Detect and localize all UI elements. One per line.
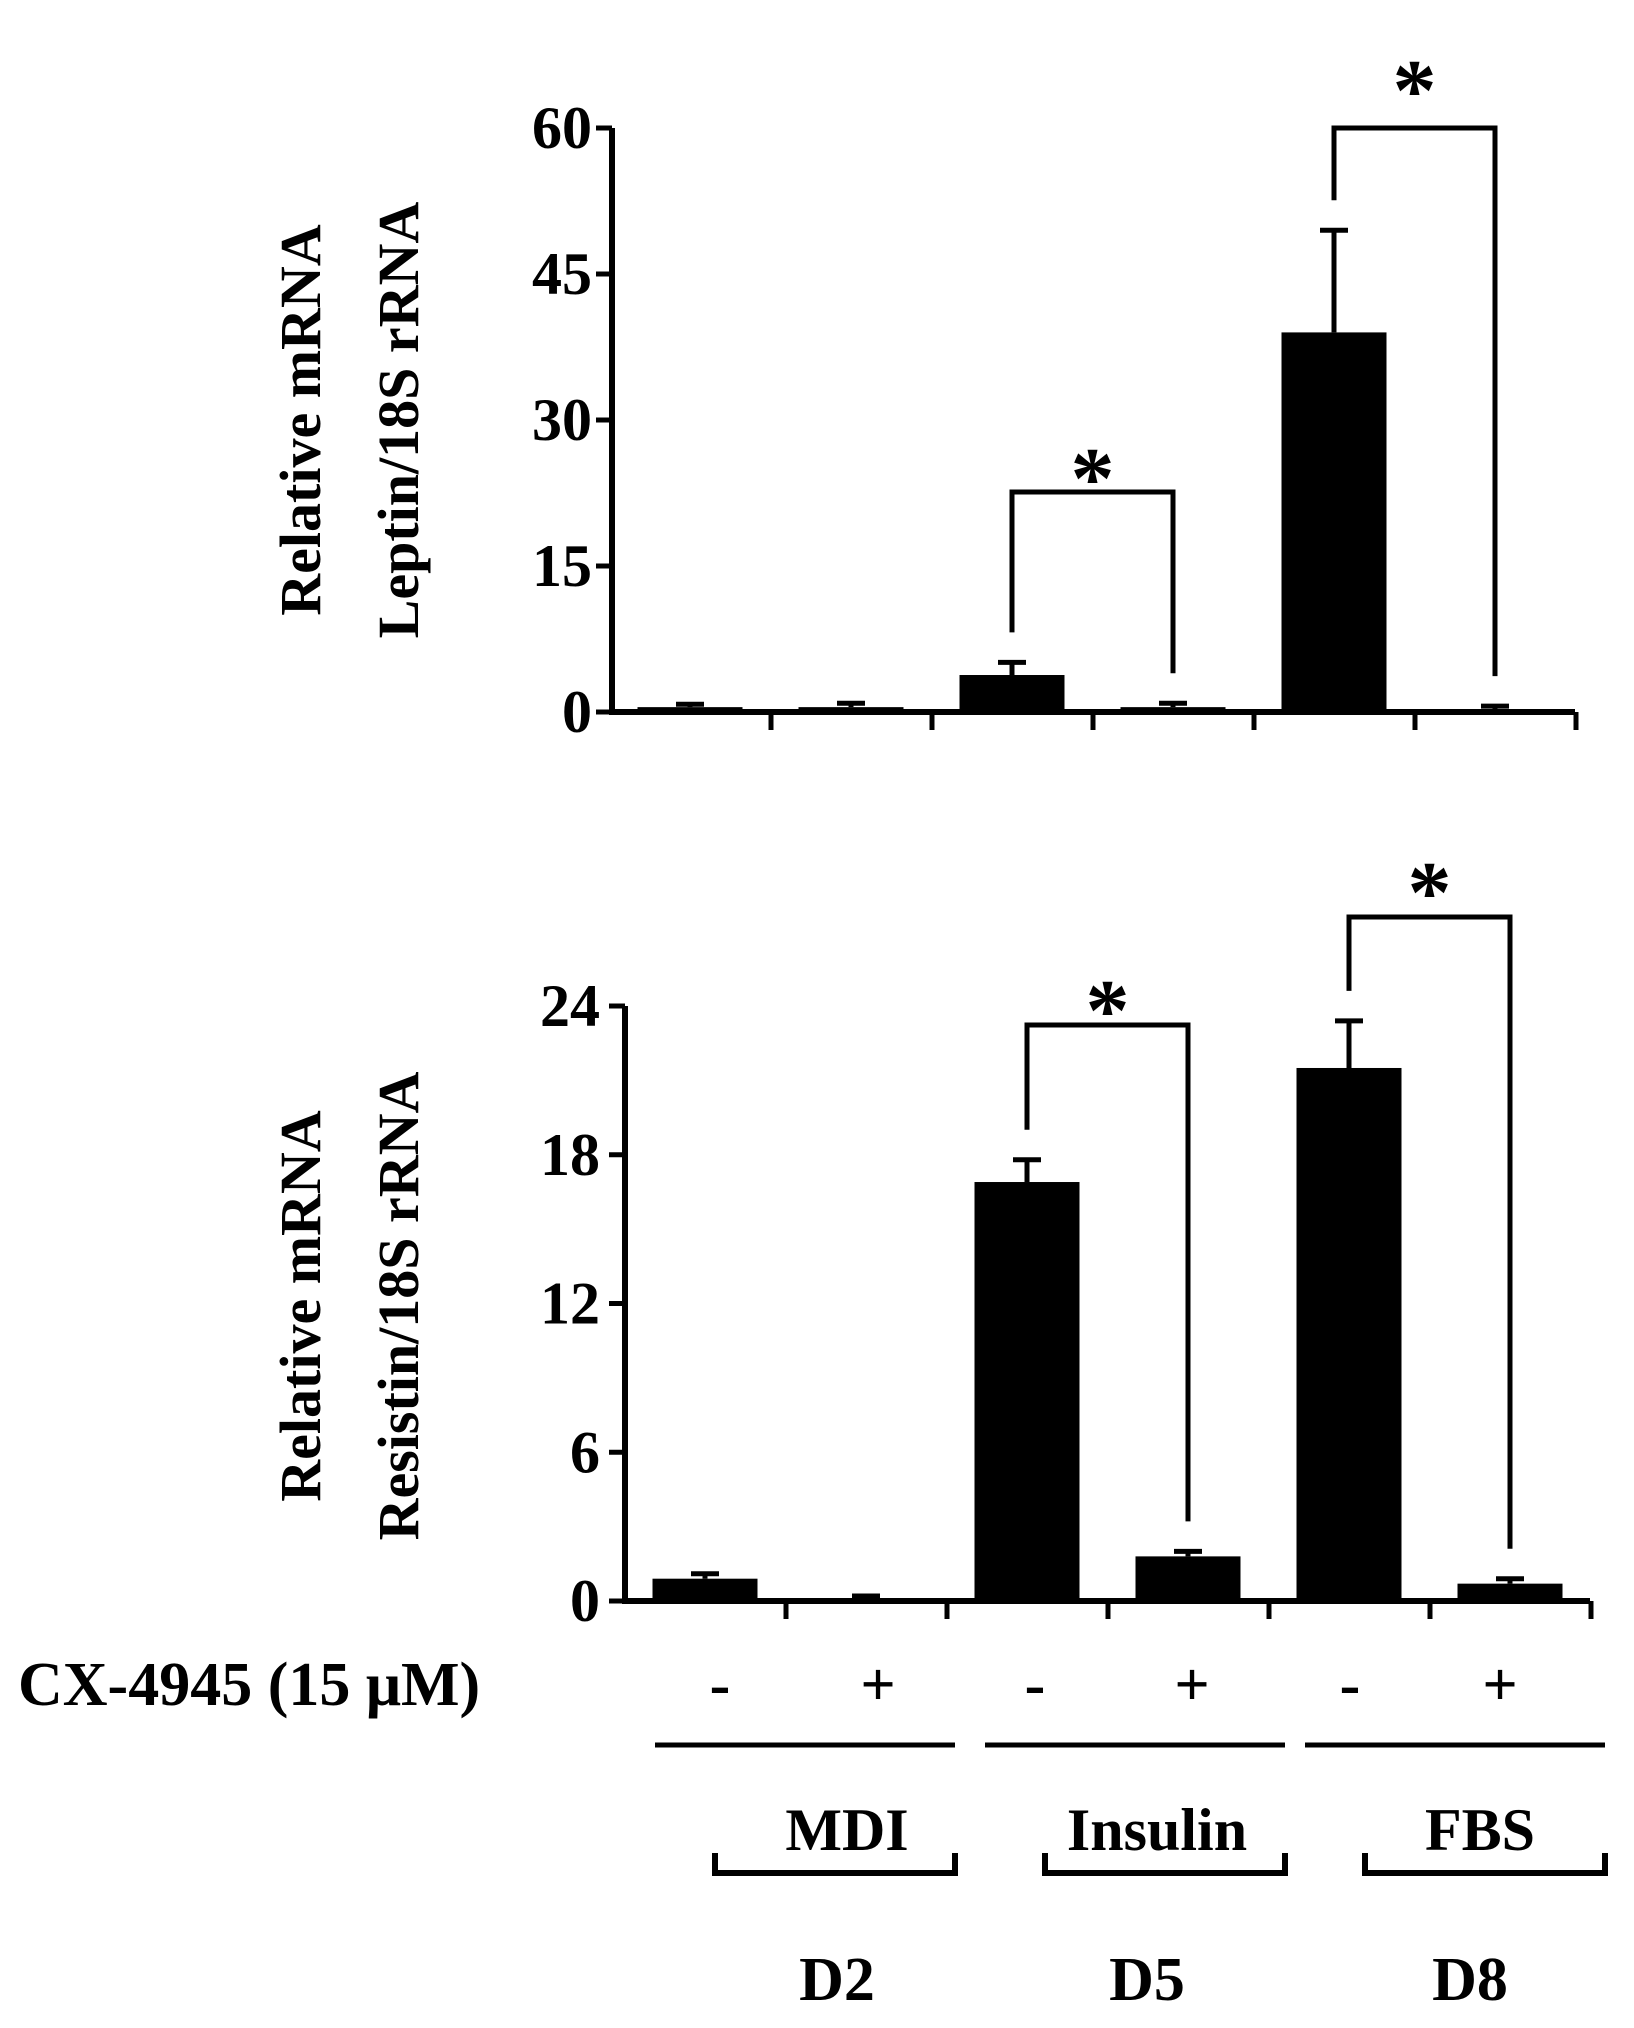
bar xyxy=(813,1598,919,1601)
y-axis-label: Relative mRNA xyxy=(268,224,333,616)
significance-bracket xyxy=(1331,125,1498,677)
bar xyxy=(959,675,1065,712)
day-label: D5 xyxy=(1109,1946,1185,2014)
y-tick-label: 12 xyxy=(540,1271,600,1337)
treatment-sign: + xyxy=(860,1651,895,1719)
y-axis-label: Leptin/18S rRNA xyxy=(366,202,431,639)
y-axis-label: Resistin/18S rRNA xyxy=(366,1071,431,1540)
treatment-sign: - xyxy=(1025,1651,1046,1719)
chart-panel-1: 0 15 30 45 60 Relative mRNA Leptin/18S rRNA * * xyxy=(268,43,1579,745)
condition-label: MDI xyxy=(785,1797,908,1863)
bar xyxy=(637,707,743,712)
group-bracket xyxy=(712,1853,958,1876)
y-tick-label: 0 xyxy=(562,679,592,745)
significance-bracket xyxy=(1346,914,1513,1549)
significance-star: * xyxy=(1086,963,1130,1060)
y-tick-label: 45 xyxy=(532,241,592,307)
day-label: D8 xyxy=(1432,1946,1508,2014)
treatment-sign: - xyxy=(1340,1651,1361,1719)
significance-star: * xyxy=(1408,845,1452,942)
treatment-label: CX-4945 (15 μM) xyxy=(18,1651,480,1719)
bar xyxy=(1457,1583,1563,1601)
bar xyxy=(1296,1067,1402,1601)
group-bracket xyxy=(1362,1853,1608,1876)
y-tick-label: 18 xyxy=(540,1122,600,1188)
y-tick-label: 0 xyxy=(570,1568,600,1634)
treatment-sign: - xyxy=(710,1651,731,1719)
bar xyxy=(652,1578,758,1601)
bar xyxy=(1281,332,1387,712)
treatment-sign: + xyxy=(1174,1651,1209,1719)
bar xyxy=(1442,709,1548,712)
y-tick-label: 24 xyxy=(540,973,600,1039)
y-tick-label: 30 xyxy=(532,387,592,453)
y-tick-label: 60 xyxy=(532,95,592,161)
bar xyxy=(974,1182,1080,1601)
significance-star: * xyxy=(1393,43,1437,140)
y-axis-label: Relative mRNA xyxy=(268,1110,333,1502)
condition-label: FBS xyxy=(1425,1797,1535,1863)
bar xyxy=(798,707,904,712)
group-bracket xyxy=(1042,1853,1288,1876)
y-tick-label: 6 xyxy=(570,1419,600,1485)
significance-bracket xyxy=(1024,1022,1191,1522)
treatment-sign: + xyxy=(1482,1651,1517,1719)
y-tick-label: 15 xyxy=(532,533,592,599)
day-label: D2 xyxy=(799,1946,875,2014)
condition-label: Insulin xyxy=(1067,1797,1247,1863)
bar xyxy=(1135,1556,1241,1601)
significance-star: * xyxy=(1071,431,1115,528)
significance-bracket xyxy=(1009,489,1176,674)
bar xyxy=(1120,707,1226,712)
chart-panel-2: 0 6 12 18 24 Relative mRNA Resistin/18S rRNA * * xyxy=(268,845,1594,1634)
